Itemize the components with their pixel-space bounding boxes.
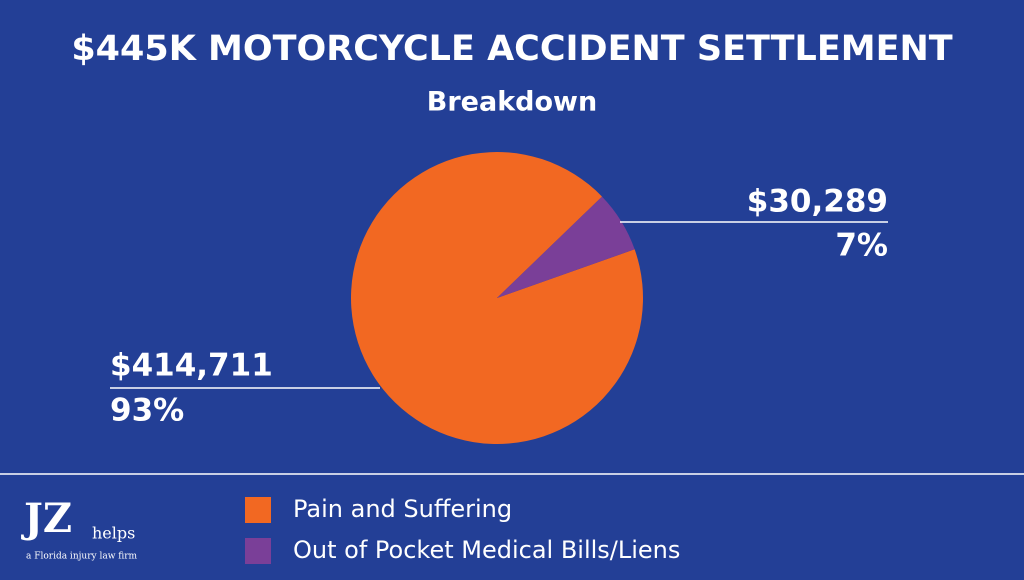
logo-mark: JZ [21,495,72,542]
legend-swatch [245,538,271,564]
chart-subtitle: Breakdown [427,87,597,118]
logo-word: helps [92,524,135,543]
legend-label: Pain and Suffering [293,495,512,523]
chart-title: $445K MOTORCYCLE ACCIDENT SETTLEMENT [71,29,952,69]
value-label: $30,289 [747,184,888,220]
pie-slice [497,196,635,298]
percentage-label: 93% [110,393,184,429]
percentage-label: 7% [835,228,888,264]
legend-swatch [245,497,271,523]
logo-tagline: a Florida injury law firm [26,552,138,562]
value-label: $414,711 [110,348,273,384]
legend-label: Out of Pocket Medical Bills/Liens [293,536,680,564]
